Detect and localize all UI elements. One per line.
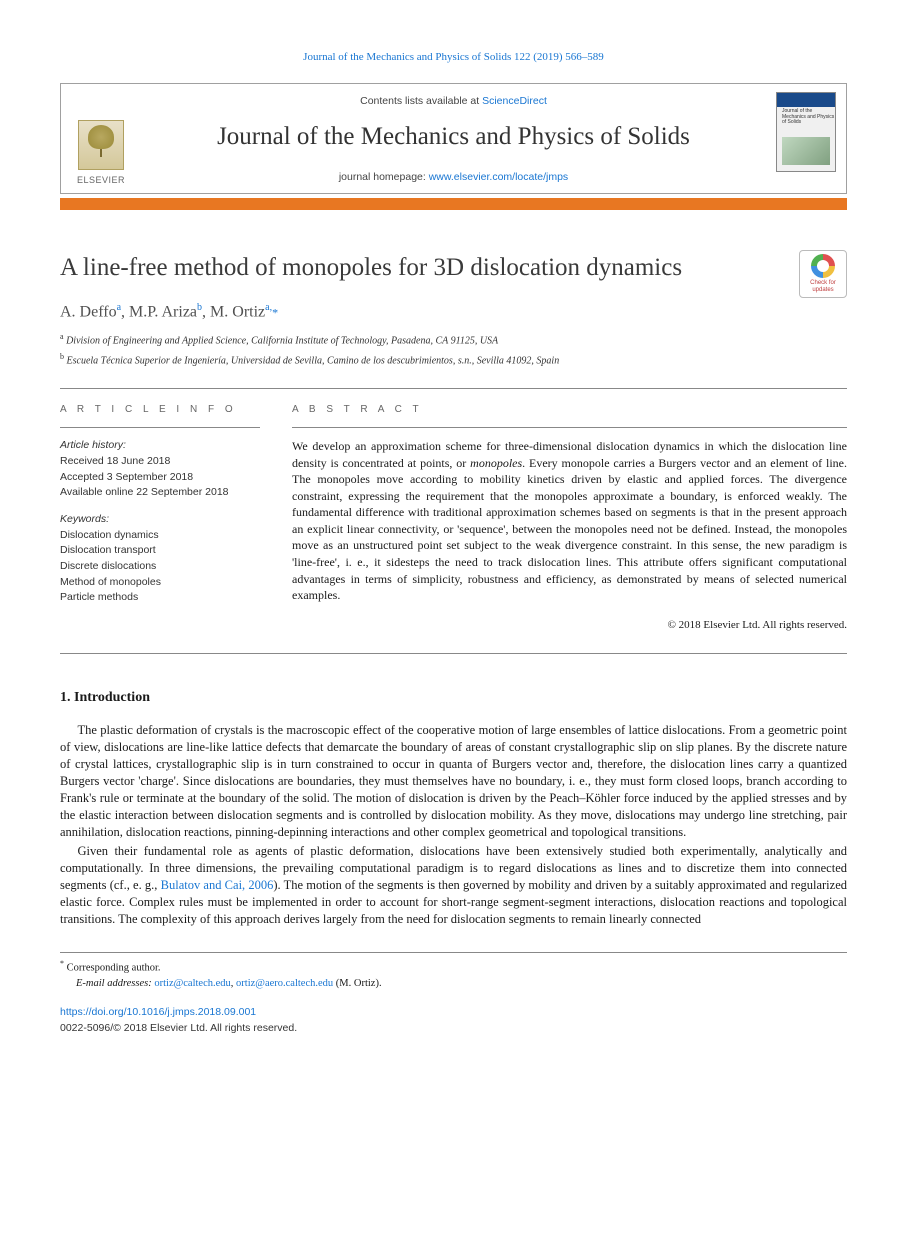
history-item: Accepted 3 September 2018 (60, 470, 260, 485)
article-info-head: A R T I C L E I N F O (60, 403, 260, 417)
doi-link[interactable]: https://doi.org/10.1016/j.jmps.2018.09.0… (60, 1006, 256, 1018)
abstract-column: A B S T R A C T We develop an approximat… (292, 403, 847, 633)
header-center: Contents lists available at ScienceDirec… (141, 84, 766, 192)
doi-block: https://doi.org/10.1016/j.jmps.2018.09.0… (60, 1005, 847, 1035)
updates-badge-text: Check for updates (800, 280, 846, 293)
publisher-name: ELSEVIER (77, 174, 125, 187)
journal-header: ELSEVIER Contents lists available at Sci… (60, 83, 847, 193)
author-list: A. Deffoa, M.P. Arizab, M. Ortiza,* (60, 301, 847, 324)
homepage-prefix: journal homepage: (339, 171, 429, 183)
publisher-logo: ELSEVIER (61, 84, 141, 192)
keyword: Dislocation transport (60, 543, 260, 558)
keyword: Dislocation dynamics (60, 528, 260, 543)
abstract-rule (292, 427, 847, 428)
history-head: Article history: (60, 438, 260, 453)
intro-para-1: The plastic deformation of crystals is t… (60, 722, 847, 841)
affiliation-1: a Division of Engineering and Applied Sc… (60, 331, 847, 348)
sciencedirect-link[interactable]: ScienceDirect (482, 95, 547, 107)
contents-available-line: Contents lists available at ScienceDirec… (149, 94, 758, 109)
homepage-link[interactable]: www.elsevier.com/locate/jmps (429, 171, 568, 183)
affiliation-2: b Escuela Técnica Superior de Ingeniería… (60, 351, 847, 368)
abstract-text: We develop an approximation scheme for t… (292, 438, 847, 603)
rule-top (60, 388, 847, 389)
rule-bottom (60, 653, 847, 654)
section-1-heading: 1. Introduction (60, 688, 847, 708)
abstract-head: A B S T R A C T (292, 403, 847, 417)
email-line: E-mail addresses: ortiz@caltech.edu, ort… (60, 977, 847, 992)
email-1[interactable]: ortiz@caltech.edu (154, 978, 230, 989)
copyright-line: © 2018 Elsevier Ltd. All rights reserved… (292, 618, 847, 633)
keyword: Discrete dislocations (60, 559, 260, 574)
ref-bulatov-cai-2006[interactable]: Bulatov and Cai, 2006 (161, 878, 274, 892)
homepage-line: journal homepage: www.elsevier.com/locat… (149, 170, 758, 185)
footnotes: * * Corresponding author.Corresponding a… (60, 952, 847, 992)
journal-name: Journal of the Mechanics and Physics of … (149, 119, 758, 154)
keyword: Method of monopoles (60, 575, 260, 590)
affiliations: a Division of Engineering and Applied Sc… (60, 331, 847, 368)
email-2[interactable]: ortiz@aero.caltech.edu (236, 978, 333, 989)
accent-bar (60, 198, 847, 210)
elsevier-tree-icon (78, 120, 124, 170)
email-label: E-mail addresses: (76, 978, 154, 989)
cover-title-text: Journal of the Mechanics and Physics of … (782, 109, 835, 126)
article-info-column: A R T I C L E I N F O Article history: R… (60, 403, 260, 633)
intro-para-2: Given their fundamental role as agents o… (60, 843, 847, 928)
info-rule (60, 427, 260, 428)
check-updates-badge[interactable]: Check for updates (799, 250, 847, 298)
citation-line: Journal of the Mechanics and Physics of … (60, 50, 847, 65)
cover-thumbnail-cell: Journal of the Mechanics and Physics of … (766, 84, 846, 192)
keyword: Particle methods (60, 590, 260, 605)
crossmark-icon (811, 254, 835, 278)
issn-line: 0022-5096/© 2018 Elsevier Ltd. All right… (60, 1021, 847, 1036)
corresponding-author: * * Corresponding author.Corresponding a… (60, 958, 847, 976)
email-attr: (M. Ortiz). (333, 978, 381, 989)
journal-cover-thumbnail: Journal of the Mechanics and Physics of … (776, 92, 836, 172)
keywords-head: Keywords: (60, 512, 260, 527)
article-title: A line-free method of monopoles for 3D d… (60, 250, 783, 285)
history-item: Available online 22 September 2018 (60, 485, 260, 500)
cover-art (782, 137, 830, 165)
contents-prefix: Contents lists available at (360, 95, 482, 107)
history-item: Received 18 June 2018 (60, 454, 260, 469)
